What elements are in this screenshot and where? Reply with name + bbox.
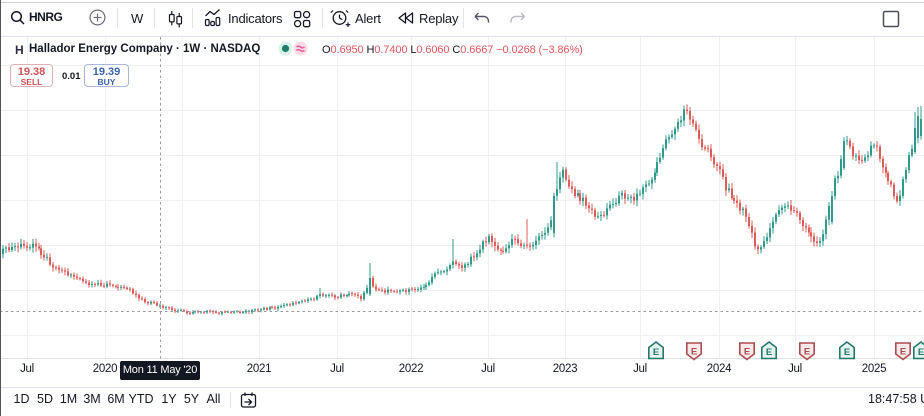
svg-text:E: E bbox=[900, 347, 906, 358]
svg-text:E: E bbox=[691, 347, 697, 358]
svg-text:E: E bbox=[918, 347, 924, 358]
svg-text:E: E bbox=[744, 347, 750, 358]
svg-text:E: E bbox=[844, 347, 850, 358]
svg-text:E: E bbox=[804, 347, 810, 358]
svg-text:E: E bbox=[766, 347, 772, 358]
svg-text:E: E bbox=[653, 347, 659, 358]
